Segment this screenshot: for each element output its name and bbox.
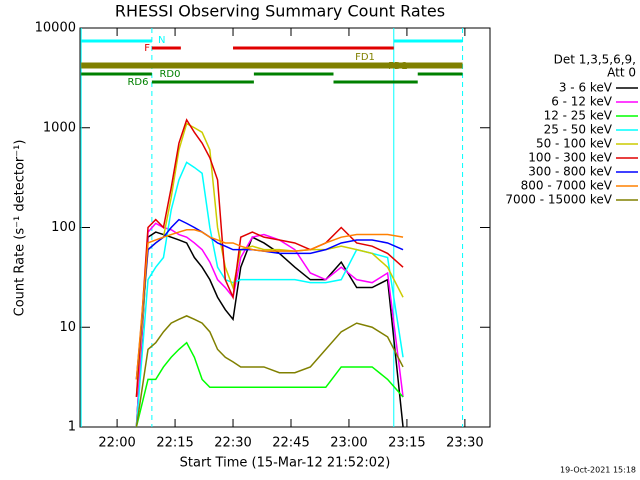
series-line bbox=[135, 228, 404, 380]
y-tick-label: 10 bbox=[59, 320, 76, 335]
series-line bbox=[135, 122, 404, 398]
series-line bbox=[135, 231, 404, 428]
legend-label: 6 - 12 keV bbox=[551, 95, 613, 109]
x-tick-label: 23:30 bbox=[446, 436, 483, 451]
flag-label: RD0 bbox=[159, 69, 180, 80]
series-line bbox=[135, 161, 404, 428]
flag-label: FD1 bbox=[355, 52, 375, 63]
y-tick-label: 1 bbox=[68, 420, 76, 435]
legend-label: 25 - 50 keV bbox=[544, 123, 613, 137]
legend-title: Det 1,3,5,6,9, bbox=[554, 53, 636, 67]
legend-label: 800 - 7000 keV bbox=[521, 179, 613, 193]
series-line bbox=[135, 218, 404, 380]
flag-label: N bbox=[158, 35, 165, 46]
legend-title: Att 0 bbox=[607, 66, 636, 80]
x-tick-label: 23:15 bbox=[388, 436, 425, 451]
x-tick-label: 22:30 bbox=[214, 436, 251, 451]
legend-label: 7000 - 15000 keV bbox=[505, 193, 612, 207]
legend-label: 12 - 25 keV bbox=[544, 109, 613, 123]
x-tick-label: 23:00 bbox=[330, 436, 367, 451]
chart-title: RHESSI Observing Summary Count Rates bbox=[115, 2, 445, 21]
flag-label: FD2 bbox=[388, 61, 408, 72]
x-tick-label: 22:00 bbox=[98, 436, 135, 451]
y-tick-label: 100 bbox=[51, 220, 76, 235]
series-line bbox=[135, 118, 404, 398]
y-tick-label: 10000 bbox=[35, 21, 76, 36]
flag-label: RD6 bbox=[127, 77, 148, 88]
y-tick-label: 1000 bbox=[43, 120, 76, 135]
legend-label: 3 - 6 keV bbox=[559, 81, 613, 95]
x-axis-label: Start Time (15-Mar-12 21:52:02) bbox=[180, 456, 391, 471]
flag-label: F bbox=[144, 43, 150, 54]
series-line bbox=[135, 315, 404, 428]
legend-label: 300 - 800 keV bbox=[528, 165, 612, 179]
legend-label: 100 - 300 keV bbox=[528, 151, 612, 165]
footer: 19-Oct-2021 15:18 bbox=[560, 466, 636, 475]
x-tick-label: 22:15 bbox=[156, 436, 193, 451]
series-line bbox=[135, 341, 404, 428]
y-axis-label: Count Rate (s⁻¹ detector⁻¹) bbox=[13, 140, 28, 317]
legend-label: 50 - 100 keV bbox=[536, 137, 613, 151]
x-tick-label: 22:45 bbox=[272, 436, 309, 451]
